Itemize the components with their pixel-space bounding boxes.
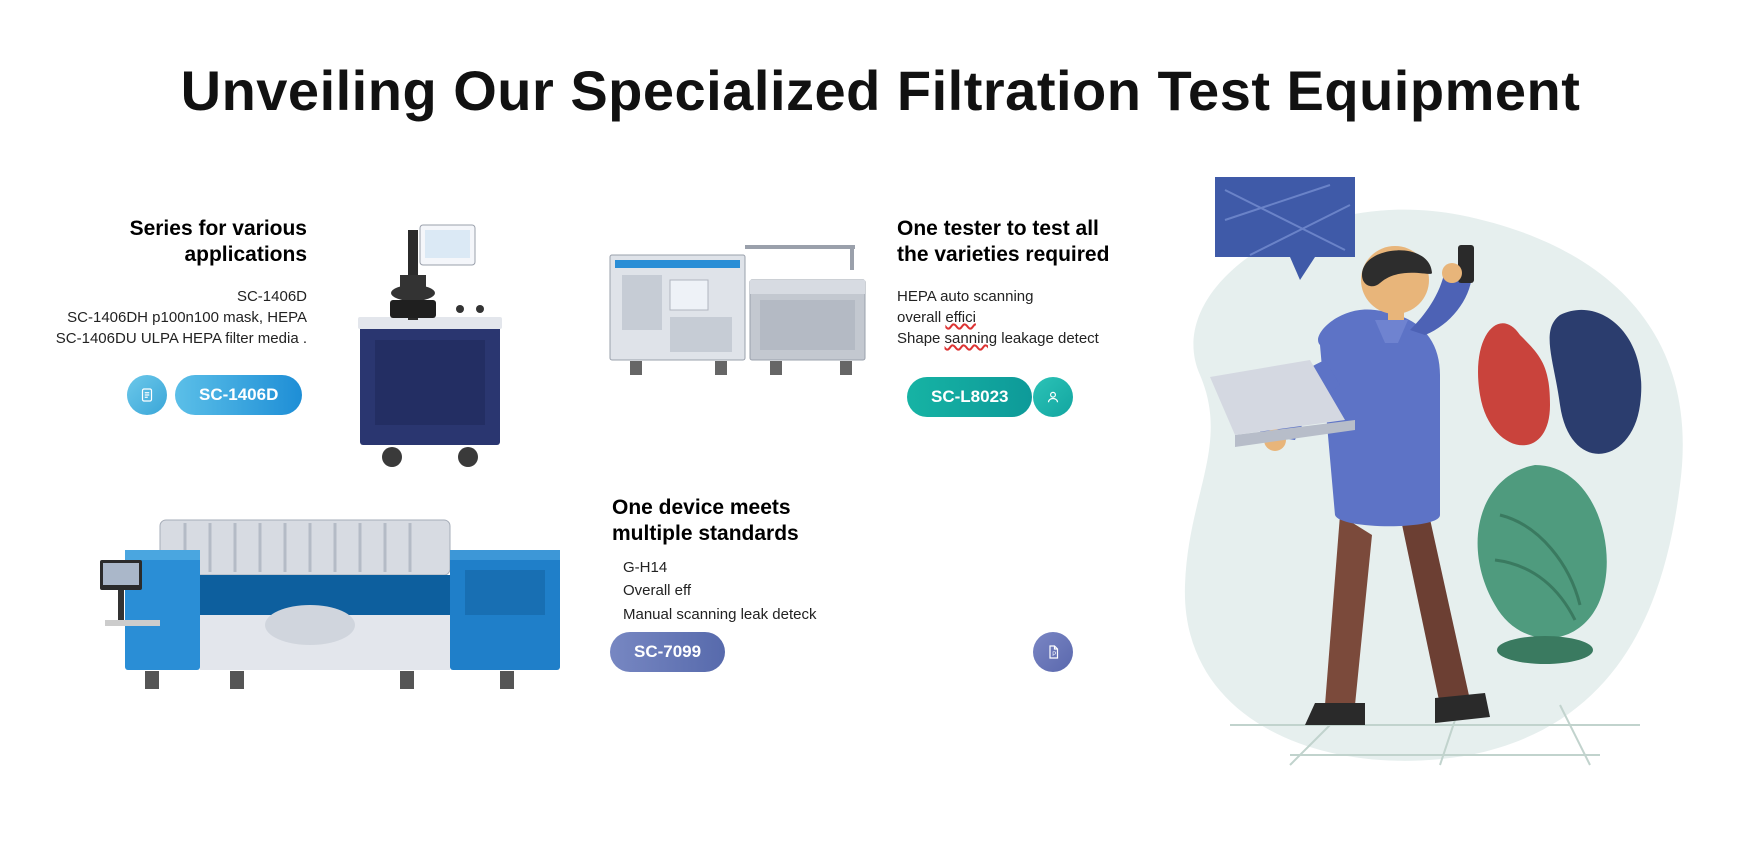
description-line: SC-1406D — [42, 286, 307, 307]
description-line: overall effici — [897, 307, 1157, 328]
series-product-image — [330, 205, 525, 470]
person-icon — [1033, 377, 1073, 417]
tester-title: One tester to test all the varieties req… — [897, 216, 1127, 269]
description-line: SC-1406DH p100n100 mask, HEPA — [42, 307, 307, 328]
device-description: G-H14Overall effManual scanning leak det… — [623, 556, 883, 626]
tester-description: HEPA auto scanning overall efficiShape s… — [897, 286, 1157, 349]
description-line: Overall eff — [623, 579, 883, 602]
page-title: Unveiling Our Specialized Filtration Tes… — [0, 58, 1761, 123]
description-line: SC-1406DU ULPA HEPA filter media . — [42, 328, 307, 349]
series-description: SC-1406DSC-1406DH p100n100 mask, HEPASC-… — [42, 286, 307, 349]
description-line: HEPA auto scanning — [897, 286, 1157, 307]
description-line: G-H14 — [623, 556, 883, 579]
series-button[interactable]: SC-1406D — [175, 375, 302, 415]
description-line: Shape sanning leakage detect — [897, 328, 1157, 349]
page-p-icon: P — [1033, 632, 1073, 672]
series-title: Series for various applications — [101, 216, 307, 269]
document-lines-icon — [127, 375, 167, 415]
device-product-image — [100, 495, 575, 705]
device-button[interactable]: SC-7099 — [610, 632, 725, 672]
svg-text:P: P — [1052, 652, 1056, 658]
person-illustration — [1140, 165, 1710, 785]
description-line: Manual scanning leak deteck — [623, 603, 883, 626]
tester-product-image — [600, 225, 875, 390]
tester-button[interactable]: SC-L8023 — [907, 377, 1032, 417]
device-title: One device meets multiple standards — [612, 495, 872, 548]
